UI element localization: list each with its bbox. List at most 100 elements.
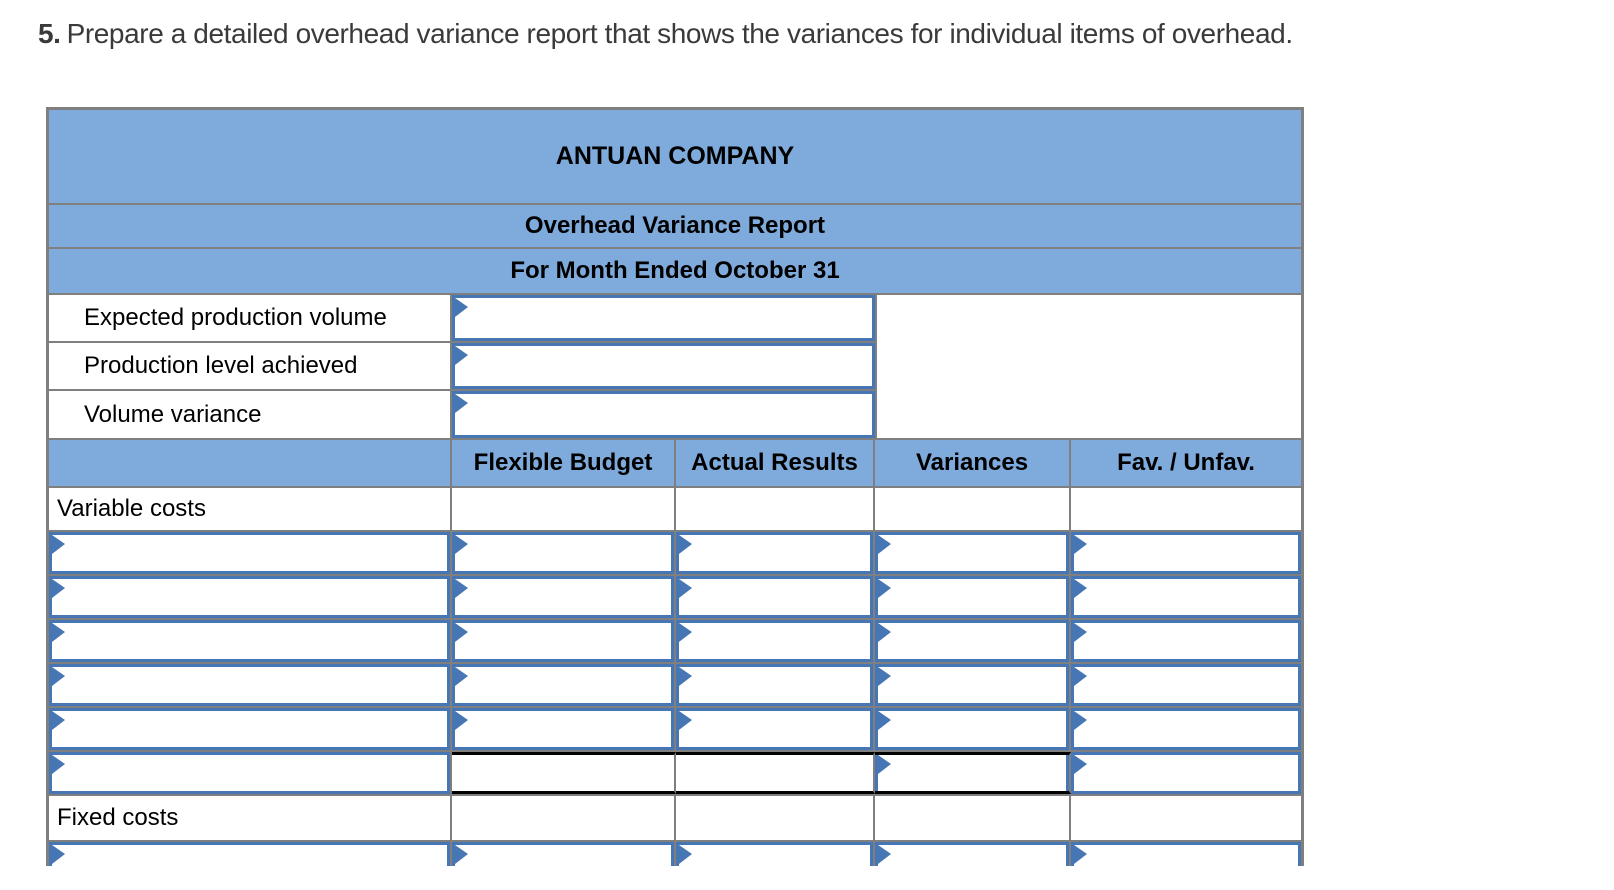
empty-cell	[875, 796, 1071, 840]
cell-marker-icon	[878, 711, 891, 730]
overhead-variance-report-table: ANTUAN COMPANY Overhead Variance Report …	[46, 107, 1304, 866]
cell-marker-icon	[52, 711, 65, 730]
column-header-variances: Variances	[875, 440, 1071, 486]
volume-variance-input[interactable]	[452, 391, 875, 438]
cell-marker-icon	[679, 579, 692, 598]
cell	[49, 708, 452, 750]
fav-unfav-input[interactable]	[1071, 708, 1301, 750]
actual-results-input[interactable]	[676, 842, 873, 866]
actual-results-input[interactable]	[676, 576, 873, 618]
variances-input[interactable]	[875, 576, 1069, 618]
cell-marker-icon	[1074, 667, 1087, 686]
cell-marker-icon	[52, 579, 65, 598]
cost-item-input[interactable]	[49, 620, 450, 662]
flexible-budget-input[interactable]	[452, 664, 674, 706]
actual-results-input[interactable]	[676, 532, 873, 574]
company-name-header: ANTUAN COMPANY	[49, 110, 1301, 205]
cell	[676, 664, 875, 706]
cell	[875, 576, 1071, 618]
cell-marker-icon	[455, 711, 468, 730]
variances-input[interactable]	[875, 532, 1069, 574]
cost-item-input[interactable]	[49, 664, 450, 706]
flexible-budget-input[interactable]	[452, 842, 674, 866]
variable-costs-section-row: Variable costs	[49, 488, 1301, 532]
total-fav-unfav-input[interactable]	[1071, 752, 1301, 794]
actual-results-input[interactable]	[676, 708, 873, 750]
fav-unfav-input[interactable]	[1071, 842, 1301, 866]
flexible-budget-input[interactable]	[452, 620, 674, 662]
cell	[875, 620, 1071, 662]
cell	[49, 576, 452, 618]
fav-unfav-input[interactable]	[1071, 664, 1301, 706]
total-cell-actual-results	[676, 752, 875, 794]
cell-marker-icon	[455, 346, 468, 365]
fav-unfav-input[interactable]	[1071, 532, 1301, 574]
cell	[875, 842, 1071, 866]
cell	[676, 708, 875, 750]
fav-unfav-input[interactable]	[1071, 620, 1301, 662]
cell	[452, 664, 676, 706]
report-title: Overhead Variance Report	[524, 212, 826, 239]
cell-marker-icon	[679, 535, 692, 554]
column-header-fav-unfav: Fav. / Unfav.	[1117, 449, 1255, 476]
empty-cell	[452, 796, 676, 840]
row-label: Production level achieved	[49, 343, 452, 389]
cell-marker-icon	[878, 623, 891, 642]
variances-input[interactable]	[875, 842, 1069, 866]
cost-item-input[interactable]	[49, 842, 450, 866]
volume-section: Expected production volume Production le…	[49, 295, 1301, 440]
cell	[49, 842, 452, 866]
question-text: 5. Prepare a detailed overhead variance r…	[38, 18, 1293, 50]
cell-marker-icon	[455, 845, 468, 864]
cell-marker-icon	[1074, 535, 1087, 554]
cell	[49, 664, 452, 706]
cell-marker-icon	[1074, 845, 1087, 864]
cell-marker-icon	[679, 845, 692, 864]
flexible-budget-input[interactable]	[452, 708, 674, 750]
flexible-budget-input[interactable]	[452, 532, 674, 574]
cell	[1071, 532, 1301, 574]
column-header-flexible-budget: Flexible Budget	[452, 440, 676, 486]
total-label-input[interactable]	[49, 752, 450, 794]
cell	[1071, 620, 1301, 662]
cell	[49, 752, 452, 794]
cell-marker-icon	[52, 755, 65, 774]
variances-input[interactable]	[875, 708, 1069, 750]
expected-production-volume-input[interactable]	[452, 295, 875, 341]
cell	[1071, 576, 1301, 618]
variances-input[interactable]	[875, 620, 1069, 662]
production-level-achieved-row: Production level achieved	[49, 343, 875, 391]
fav-unfav-input[interactable]	[1071, 576, 1301, 618]
total-variances-input[interactable]	[875, 755, 1069, 791]
cell-marker-icon	[878, 667, 891, 686]
section-label: Variable costs	[49, 488, 452, 530]
cell-marker-icon	[878, 535, 891, 554]
cost-item-input[interactable]	[49, 708, 450, 750]
volume-rows: Expected production volume Production le…	[49, 295, 875, 438]
cell	[452, 532, 676, 574]
cell-marker-icon	[1074, 755, 1087, 774]
cell	[1071, 752, 1301, 794]
cost-item-input[interactable]	[49, 576, 450, 618]
cell-marker-icon	[455, 579, 468, 598]
question-number: 5.	[38, 18, 61, 49]
cell-marker-icon	[52, 535, 65, 554]
variances-input[interactable]	[875, 664, 1069, 706]
variable-cost-row	[49, 576, 1301, 620]
flexible-budget-input[interactable]	[452, 576, 674, 618]
cell	[452, 343, 875, 389]
merged-blank-cell	[875, 295, 1301, 438]
cell-marker-icon	[1074, 579, 1087, 598]
cell	[676, 532, 875, 574]
cost-item-input[interactable]	[49, 532, 450, 574]
cell	[875, 708, 1071, 750]
actual-results-input[interactable]	[676, 664, 873, 706]
cell	[49, 532, 452, 574]
cell	[875, 532, 1071, 574]
volume-variance-row: Volume variance	[49, 391, 875, 438]
production-level-achieved-input[interactable]	[452, 343, 875, 389]
cell	[676, 576, 875, 618]
actual-results-input[interactable]	[676, 620, 873, 662]
cell	[452, 295, 875, 341]
section-label: Fixed costs	[49, 796, 452, 840]
